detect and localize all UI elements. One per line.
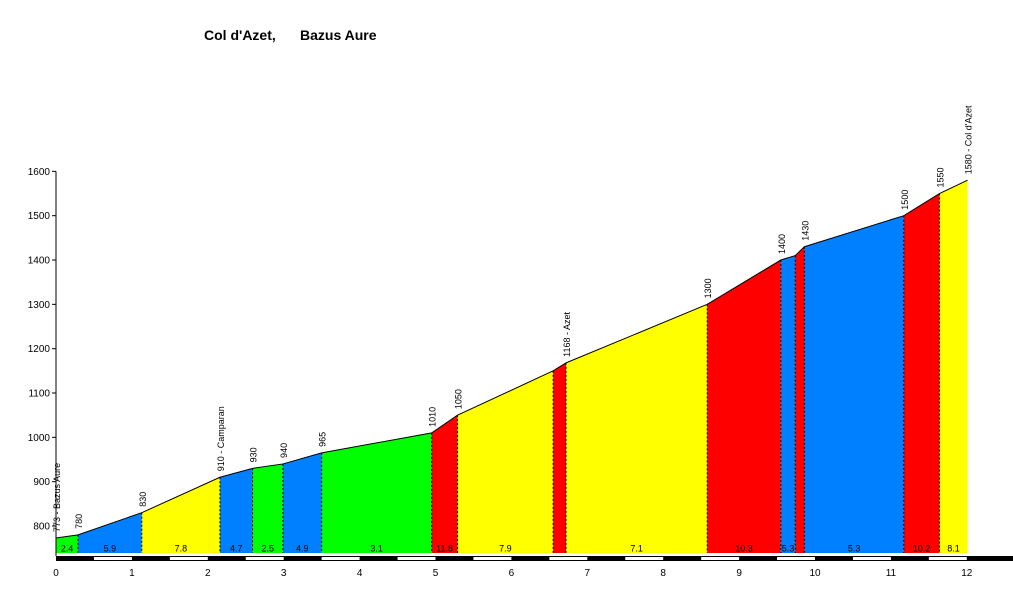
distance-bar-white-10: [852, 557, 891, 560]
y-tick-label-1500: 1500: [28, 211, 51, 222]
gradient-label-1: 5.9: [104, 544, 117, 554]
x-tick-label-0: 0: [53, 568, 59, 579]
elevation-label-10: 1300: [703, 278, 713, 298]
x-tick-label-10: 10: [809, 568, 821, 579]
distance-bar-base: [56, 556, 1013, 561]
distance-bar-white-0: [93, 557, 132, 560]
elevation-label-11: 1400: [777, 234, 787, 254]
elevation-label-7: 1010: [428, 407, 438, 427]
gradient-label-5: 4.9: [296, 544, 309, 554]
segment-area-1: [78, 512, 142, 553]
distance-bar-white-4: [397, 557, 436, 560]
x-tick-label-6: 6: [509, 568, 515, 579]
gradient-label-12: 5.3: [782, 544, 795, 554]
distance-bar-white-2: [245, 557, 284, 560]
title-summit: Col d'Azet,: [204, 27, 276, 43]
x-tick-label-12: 12: [961, 568, 973, 579]
distance-bar-white-9: [777, 557, 815, 560]
segment-area-5: [282, 452, 322, 553]
x-tick-label-4: 4: [357, 568, 363, 579]
x-tick-label-5: 5: [433, 568, 439, 579]
profile-line: [55, 179, 968, 539]
segment-area-12: [780, 255, 796, 553]
y-tick-label-1600: 1600: [28, 167, 51, 178]
gradient-label-3: 4.7: [230, 544, 243, 554]
distance-bar-white-11: [928, 557, 967, 560]
segment-area-16: [939, 180, 968, 553]
elevation-labels: 773 - Bazus Aure 780 830 910 - Camparan 930 9…: [52, 105, 974, 532]
gradient-labels: 2.4 5.9 7.8 4.7 2.5 4.9 3.1 11.8 7.9 7.1 10.3 5.3 5.…: [61, 544, 960, 554]
segment-area-14: [804, 215, 904, 553]
segment-area-13: [795, 246, 805, 553]
gradient-label-6: 3.1: [370, 544, 383, 554]
y-tick-label-800: 800: [33, 522, 50, 533]
x-tick-label-3: 3: [281, 568, 287, 579]
gradient-label-14: 5.3: [848, 544, 861, 554]
segment-area-15: [903, 193, 940, 553]
x-tick-label-8: 8: [660, 568, 666, 579]
segment-area-3: [219, 468, 253, 553]
gradient-label-4: 2.5: [262, 544, 275, 554]
distance-bar-white-8: [701, 557, 740, 560]
elevation-label-15: 1580 - Col d'Azet: [964, 105, 974, 174]
segment-area-10: [566, 304, 708, 553]
title-start: Bazus Aure: [300, 27, 377, 43]
segment-area-9: [553, 362, 567, 553]
y-tick-label-1200: 1200: [28, 344, 51, 355]
gradient-label-11: 10.3: [735, 544, 753, 554]
gradient-label-8: 7.9: [499, 544, 512, 554]
elevation-label-4: 930: [249, 447, 259, 462]
segment-area-4: [252, 463, 283, 553]
segment-area-8: [457, 370, 554, 553]
elevation-label-6: 965: [318, 432, 328, 447]
elevation-label-0: 773 - Bazus Aure: [52, 463, 62, 532]
gradient-label-7: 11.8: [436, 544, 453, 554]
distance-bar-white-7: [625, 557, 664, 560]
x-tick-label-2: 2: [205, 568, 211, 579]
elevation-label-3: 910 - Camparan: [216, 406, 226, 471]
gradient-label-2: 7.8: [175, 544, 188, 554]
distance-bar-white-3: [321, 557, 360, 560]
chart-title: Col d'Azet, Bazus Aure: [0, 27, 600, 51]
y-tick-label-900: 900: [33, 477, 50, 488]
y-tick-label-1300: 1300: [28, 300, 51, 311]
elevation-label-1: 780: [74, 514, 84, 529]
segment-area-7: [431, 415, 458, 553]
gradient-segments: [56, 180, 968, 553]
gradient-label-10: 7.1: [630, 544, 643, 554]
segment-area-11: [707, 260, 781, 553]
elevation-label-13: 1500: [900, 190, 910, 210]
gradient-label-15: 10.2: [913, 544, 931, 554]
elevation-label-9: 1168 - Azet: [562, 312, 572, 357]
elevation-label-5: 940: [279, 443, 289, 458]
gradient-label-0: 2.4: [61, 544, 74, 554]
segment-area-6: [321, 432, 432, 553]
elevation-label-14: 1550: [935, 167, 945, 187]
x-tick-label-1: 1: [129, 568, 135, 579]
y-tick-label-1000: 1000: [28, 433, 51, 444]
distance-bar-white-6: [549, 557, 588, 560]
distance-bar-white-5: [473, 557, 512, 560]
elevation-label-2: 830: [138, 492, 148, 507]
segment-area-2: [141, 477, 220, 553]
x-tick-label-9: 9: [736, 568, 742, 579]
gradient-label-16: 8.1: [947, 544, 960, 554]
x-tick-label-11: 11: [886, 568, 897, 579]
elevation-label-8: 1050: [454, 389, 464, 409]
segment-area-0: [56, 534, 79, 553]
distance-bar-white-1: [169, 557, 208, 560]
y-tick-label-1100: 1100: [28, 389, 50, 400]
x-tick-label-7: 7: [585, 568, 591, 579]
segment-dividers: [77, 193, 940, 553]
profile-outline: [55, 179, 968, 539]
elevation-label-12: 1430: [800, 221, 810, 241]
y-tick-label-1400: 1400: [28, 256, 51, 267]
